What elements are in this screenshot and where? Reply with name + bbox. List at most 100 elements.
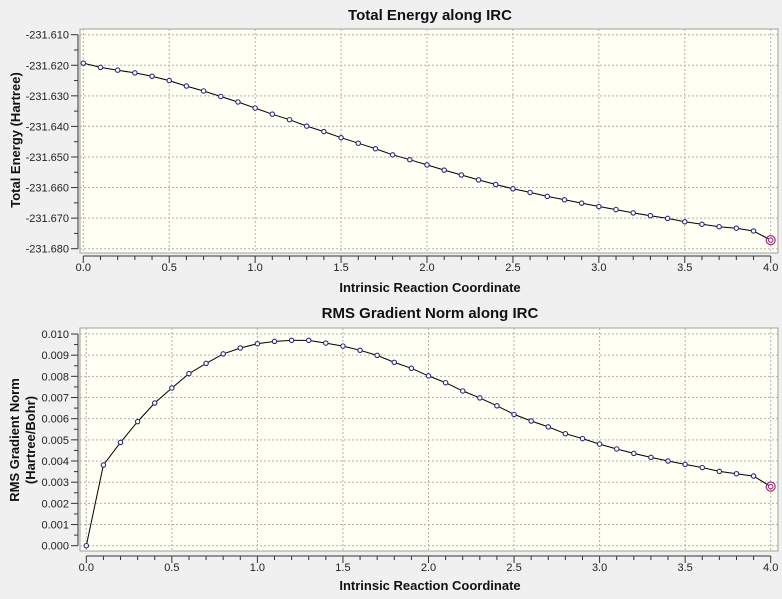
- highlight-ring: [765, 235, 776, 246]
- data-point: [186, 370, 192, 377]
- data-point: [237, 345, 244, 351]
- data-point: [510, 186, 516, 192]
- data-point: [647, 212, 654, 219]
- x-tick-label: 3.5: [677, 262, 692, 274]
- x-tick-label: 0.5: [164, 562, 179, 574]
- data-point: [441, 167, 447, 173]
- data-point: [117, 439, 124, 446]
- data-point: [648, 454, 654, 461]
- data-point: [596, 203, 602, 210]
- y-axis-label: Total Energy (Hartree): [8, 72, 23, 208]
- y-tick-label: 0.009: [41, 350, 69, 362]
- data-point: [613, 206, 619, 213]
- x-tick-label: 0.5: [162, 262, 177, 274]
- data-point: [424, 162, 430, 168]
- x-tick-label: 4.0: [763, 562, 778, 574]
- data-point: [716, 468, 723, 475]
- data-point: [562, 430, 569, 437]
- x-tick-label: 2.0: [421, 562, 436, 574]
- data-point: [80, 60, 87, 66]
- x-tick-label: 1.5: [333, 262, 348, 274]
- data-point: [630, 210, 636, 216]
- data-point: [134, 418, 141, 425]
- data-point: [254, 340, 261, 347]
- data-point: [183, 83, 190, 89]
- data-point: [750, 228, 757, 234]
- y-tick-label: 0.005: [41, 435, 69, 447]
- data-point: [374, 352, 380, 359]
- x-tick-label: 2.5: [505, 262, 520, 274]
- data-point: [408, 365, 415, 372]
- data-point: [286, 116, 293, 123]
- data-point: [391, 359, 398, 366]
- data-point: [407, 156, 413, 163]
- data-point: [716, 223, 722, 230]
- data-point: [288, 337, 295, 344]
- data-point: [767, 237, 774, 243]
- y-tick-label: 0.010: [41, 329, 69, 341]
- data-point: [578, 200, 585, 206]
- chart-title: RMS Gradient Norm along IRC: [322, 305, 539, 322]
- y-tick-label: 0.002: [41, 498, 69, 510]
- data-point: [305, 337, 312, 344]
- y-tick-label: -231.630: [26, 91, 69, 103]
- x-tick-label: 2.5: [506, 562, 521, 574]
- data-point: [269, 111, 276, 117]
- data-point: [166, 77, 172, 84]
- y-tick-label: -231.640: [26, 121, 69, 133]
- y-tick-label: 0.001: [41, 520, 69, 532]
- x-axis-label: Intrinsic Reaction Coordinate: [339, 578, 520, 593]
- data-point: [579, 435, 586, 442]
- data-point: [83, 542, 90, 549]
- y-tick-label: -231.620: [26, 60, 69, 72]
- rms-gradient-chart: RMS Gradient Norm along IRC Intrinsic Re…: [7, 305, 779, 593]
- data-point: [132, 70, 138, 76]
- data-point: [545, 424, 552, 430]
- x-tick-label: 3.5: [678, 562, 693, 574]
- data-point: [200, 88, 207, 94]
- x-tick-label: 3.0: [592, 562, 607, 574]
- y-tick-label: -231.650: [26, 152, 69, 164]
- data-point: [459, 388, 466, 394]
- data-point: [544, 193, 551, 200]
- data-point: [271, 338, 278, 345]
- data-point: [114, 67, 121, 73]
- data-point: [389, 152, 396, 158]
- data-point: [631, 450, 637, 457]
- data-point: [475, 177, 482, 183]
- data-point: [527, 189, 533, 196]
- data-point: [321, 128, 327, 135]
- data-point: [340, 343, 346, 349]
- data-point: [355, 140, 362, 146]
- y-tick-label: 0.004: [41, 456, 69, 468]
- data-point: [458, 172, 465, 178]
- y-tick-label: -231.610: [26, 30, 69, 42]
- data-point: [97, 64, 104, 71]
- data-point: [596, 441, 603, 447]
- data-point: [235, 99, 241, 105]
- data-point: [252, 105, 258, 111]
- data-point: [151, 400, 158, 406]
- x-tick-label: 1.5: [335, 562, 350, 574]
- data-point: [338, 134, 344, 141]
- data-point: [149, 73, 155, 80]
- data-point: [682, 219, 688, 225]
- x-tick-label: 4.0: [763, 262, 778, 274]
- y-tick-label: 0.006: [41, 414, 69, 426]
- y-tick-label: -231.670: [26, 213, 69, 225]
- x-axis-label: Intrinsic Reaction Coordinate: [339, 280, 520, 295]
- x-tick-label: 1.0: [248, 262, 263, 274]
- y-tick-label: 0.007: [41, 393, 69, 405]
- data-point: [303, 123, 310, 129]
- data-point: [561, 197, 568, 203]
- plot-area: [79, 28, 779, 254]
- data-point: [492, 181, 499, 188]
- data-point: [613, 446, 620, 452]
- y-axis-label-line1: RMS Gradient Norm: [7, 378, 22, 502]
- data-point: [750, 473, 757, 479]
- data-point: [425, 373, 432, 379]
- data-point: [203, 360, 209, 367]
- y-tick-label: 0.000: [41, 541, 69, 553]
- data-point: [357, 347, 363, 354]
